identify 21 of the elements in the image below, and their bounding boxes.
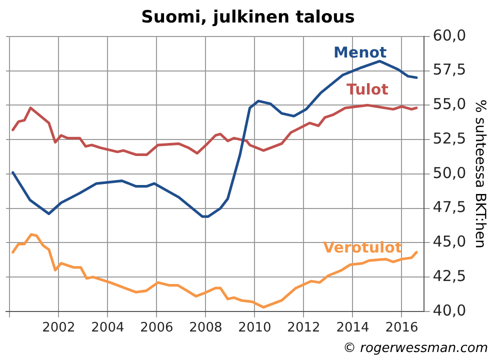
x-tick-label: 2016 bbox=[385, 320, 418, 336]
x-tick-label: 2010 bbox=[238, 320, 272, 336]
x-tick-label: 2014 bbox=[336, 320, 370, 336]
x-tick-label: 2008 bbox=[189, 320, 222, 336]
y-tick-label: 55,0 bbox=[432, 95, 466, 114]
y-tick-label: 40,0 bbox=[432, 301, 466, 320]
y-axis-title: % suhteessa BKT:hen bbox=[472, 99, 488, 248]
y-tick-label: 47,5 bbox=[432, 198, 466, 216]
chart-title: Suomi, julkinen talous bbox=[141, 8, 355, 28]
y-tick-label: 50,0 bbox=[432, 164, 466, 182]
x-tick-label: 2002 bbox=[42, 320, 76, 336]
x-tick-label: 2006 bbox=[140, 320, 174, 336]
y-tick-label: 42,5 bbox=[432, 266, 466, 285]
y-tick-label: 52,5 bbox=[432, 129, 466, 148]
series-label: Menot bbox=[333, 43, 387, 62]
y-tick-label: 60,0 bbox=[432, 26, 466, 44]
y-tick-label: 45,0 bbox=[432, 232, 466, 251]
x-tick-label: 2004 bbox=[91, 320, 124, 336]
y-tick-label: 57,5 bbox=[432, 60, 466, 79]
text: © rogerwessman.com bbox=[343, 340, 488, 356]
x-tick-label: 2012 bbox=[287, 320, 320, 336]
